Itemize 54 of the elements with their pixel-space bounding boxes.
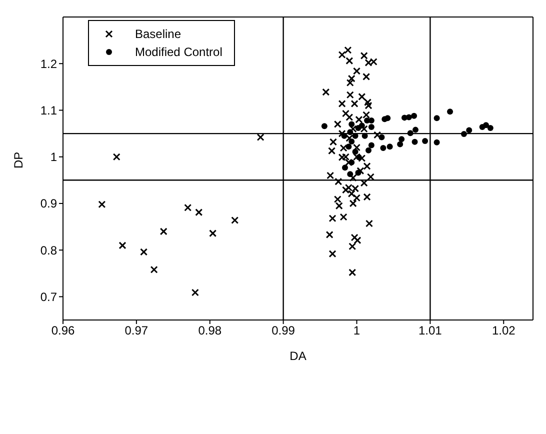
point: [397, 141, 404, 148]
point: [466, 127, 472, 134]
point: [347, 129, 354, 136]
y-tick-label: 0.7: [40, 290, 58, 304]
point: [321, 123, 328, 130]
x-tick-label: 1: [353, 324, 360, 338]
y-tick-label: 0.8: [40, 243, 58, 258]
x-tick-label: 0.98: [198, 324, 222, 338]
point: [460, 131, 467, 138]
y-tick-label: 0.9: [40, 196, 58, 211]
point: [483, 122, 489, 128]
x-tick-label: 1.01: [418, 324, 442, 338]
point: [341, 132, 348, 139]
point: [356, 154, 362, 160]
point: [362, 132, 368, 139]
point: [386, 144, 393, 150]
point: [355, 170, 362, 176]
point: [434, 139, 440, 146]
x-tick-label: 1.02: [492, 324, 516, 338]
point: [378, 134, 385, 140]
point: [348, 159, 355, 166]
point: [358, 122, 365, 129]
y-axis-title: DP: [11, 152, 26, 168]
point: [434, 115, 440, 122]
point: [352, 132, 358, 139]
x-tick-label: 0.96: [51, 324, 75, 338]
legend-label: Modified Control: [135, 44, 222, 61]
y-tick-label: 1: [50, 150, 58, 164]
point: [368, 142, 374, 148]
point: [412, 126, 418, 133]
point: [348, 138, 355, 144]
point: [406, 114, 412, 120]
point: [347, 171, 354, 178]
x-tick-label: 0.99: [272, 324, 296, 338]
x-tick-label: 0.97: [124, 324, 148, 338]
point: [380, 144, 386, 151]
point: [384, 115, 391, 122]
point: [346, 144, 352, 150]
point: [412, 138, 418, 145]
legend-label: Baseline: [135, 26, 182, 43]
point: [368, 124, 374, 130]
point: [407, 130, 414, 136]
point: [487, 124, 494, 131]
point: [447, 108, 454, 115]
y-tick-label: 1.2: [40, 56, 58, 71]
point: [342, 164, 348, 171]
x-axis-title: DA: [290, 349, 306, 363]
point: [366, 147, 372, 154]
y-tick-label: 1.1: [40, 103, 58, 118]
point: [398, 136, 405, 142]
point: [422, 138, 428, 144]
point: [352, 148, 358, 155]
point: [348, 121, 355, 128]
point: [411, 112, 418, 119]
